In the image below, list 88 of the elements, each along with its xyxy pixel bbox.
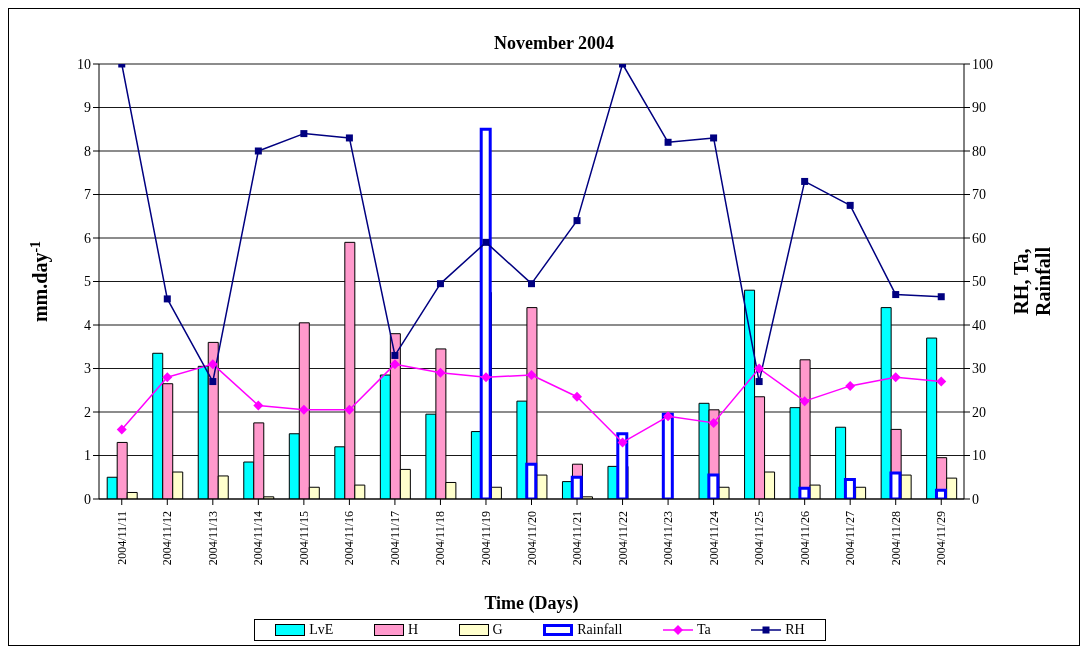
point <box>663 411 674 422</box>
point <box>298 404 309 415</box>
x-tick-label: 2004/11/16 <box>342 511 357 566</box>
point <box>528 280 535 288</box>
x-tick-label: 2004/11/27 <box>843 511 858 566</box>
point <box>573 217 581 225</box>
point <box>708 417 719 428</box>
point <box>801 177 809 185</box>
point <box>163 295 171 303</box>
point <box>480 372 491 383</box>
y-tick-label: 10 <box>77 56 91 72</box>
point <box>391 351 399 359</box>
x-tick-label: 2004/11/17 <box>387 511 402 566</box>
y-tick-label: 9 <box>84 100 91 116</box>
point <box>664 138 672 146</box>
point <box>617 437 628 448</box>
y2-tick-label: 30 <box>972 361 986 377</box>
point <box>710 134 718 142</box>
point <box>436 280 444 288</box>
bar <box>661 412 674 499</box>
bar <box>479 127 492 499</box>
x-tick-label: 2004/11/28 <box>888 511 903 566</box>
point <box>254 147 262 155</box>
x-tick-label: 2004/11/15 <box>296 511 311 566</box>
point <box>845 380 856 391</box>
x-tick-label: 2004/11/26 <box>797 511 812 566</box>
y2-tick-label: 40 <box>972 317 986 333</box>
point <box>253 400 264 411</box>
y-tick-label: 5 <box>84 274 91 290</box>
y2-axis-title: RH, Ta, Rainfall <box>1010 246 1054 316</box>
point <box>846 201 854 209</box>
point <box>892 291 900 299</box>
legend-label: Ta <box>696 622 711 638</box>
y2-tick-label: 10 <box>972 448 986 464</box>
y2-tick-label: 20 <box>972 404 986 420</box>
legend-label: Rainfall <box>577 622 623 638</box>
point <box>162 372 173 383</box>
x-tick-label: 2004/11/24 <box>706 511 721 566</box>
point <box>799 396 810 407</box>
point <box>345 134 353 142</box>
x-tick-label: 2004/11/12 <box>160 511 175 566</box>
x-tick-label: 2004/11/11 <box>114 511 129 565</box>
y2-tick-label: 100 <box>972 56 993 72</box>
point <box>207 359 218 370</box>
point <box>435 367 446 378</box>
point <box>300 130 308 138</box>
x-tick-label: 2004/11/14 <box>251 511 266 566</box>
y2-tick-label: 0 <box>972 491 979 507</box>
point <box>755 378 763 386</box>
y2-tick-label: 70 <box>972 187 986 203</box>
x-tick-label: 2004/11/20 <box>524 511 539 566</box>
x-tick-label: 2004/11/23 <box>661 511 676 566</box>
y-tick-label: 8 <box>84 143 91 159</box>
point <box>482 238 490 246</box>
y2-tick-label: 80 <box>972 143 986 159</box>
legend-label: H <box>407 622 419 638</box>
point <box>116 424 127 435</box>
point <box>937 293 945 301</box>
x-tick-label: 2004/11/21 <box>570 511 585 566</box>
legend-label: LvE <box>309 622 334 638</box>
y2-tick-label: 50 <box>972 274 986 290</box>
x-tick-label: 2004/11/19 <box>478 511 493 566</box>
y-tick-label: 1 <box>84 448 91 464</box>
x-axis-title: Time (Days) <box>484 593 579 614</box>
y-tick-label: 6 <box>84 230 91 246</box>
point <box>526 370 537 381</box>
legend-label: G <box>492 622 503 638</box>
y2-tick-label: 60 <box>972 230 986 246</box>
y-tick-label: 2 <box>84 404 91 420</box>
x-tick-label: 2004/11/18 <box>433 511 448 566</box>
y-tick-label: 3 <box>84 361 91 377</box>
x-tick-label: 2004/11/22 <box>615 511 630 566</box>
y-tick-label: 0 <box>84 491 91 507</box>
y-tick-label: 7 <box>84 187 91 203</box>
point <box>572 391 583 402</box>
point <box>890 372 901 383</box>
x-tick-label: 2004/11/13 <box>205 511 220 566</box>
chart-title: November 2004 <box>493 33 615 53</box>
x-tick-label: 2004/11/29 <box>934 511 949 566</box>
y2-tick-label: 90 <box>972 100 986 116</box>
point <box>389 359 400 370</box>
y-tick-label: 4 <box>84 317 91 333</box>
point <box>754 363 765 374</box>
point <box>209 378 217 386</box>
point <box>344 404 355 415</box>
legend-label: RH <box>785 622 805 638</box>
point <box>936 376 947 387</box>
x-tick-label: 2004/11/25 <box>752 511 767 566</box>
